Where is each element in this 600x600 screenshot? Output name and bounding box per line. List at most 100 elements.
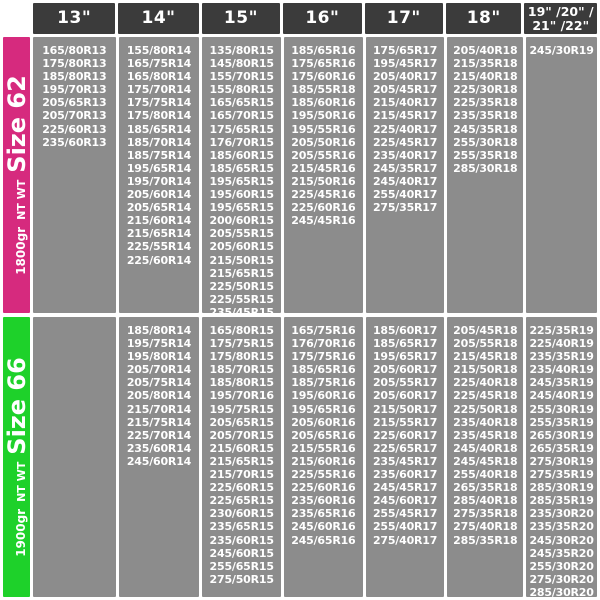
section-ntwt-label: NT WT: [14, 179, 28, 220]
tire-size-entry: 285/30R20: [529, 585, 594, 599]
tire-size-entry: 235/45R17: [372, 454, 438, 468]
tire-size-entry: 235/40R19: [529, 363, 594, 377]
tire-size-entry: 185/65R16: [291, 363, 356, 377]
tire-size-entry: 245/60R17: [372, 494, 438, 508]
tire-size-entry: 255/40R17: [372, 188, 438, 202]
tire-size-entry: 215/40R17: [372, 96, 438, 110]
tire-size-entry: 135/80R15: [209, 44, 274, 57]
data-column-17: 175/65R17 195/45R17 205/40R17 205/45R17 215/…: [365, 37, 445, 313]
tire-size-entry: 215/45R17: [372, 109, 438, 123]
tire-size-entry: 195/65R15: [209, 174, 274, 188]
tire-size-entry: 205/55R17: [372, 376, 438, 390]
tire-size-entry: 185/60R15: [209, 148, 274, 162]
tire-size-entry: 235/35R18: [453, 109, 518, 123]
tire-size-entry: 255/40R18: [453, 468, 518, 482]
tire-size-entry: 205/60R16: [291, 415, 356, 429]
tire-size-entry: 195/65R14: [126, 161, 192, 175]
tire-size-entry: 205/65R16: [291, 428, 356, 442]
data-column-19-20-21-22: 225/35R19 225/40R19 235/35R19 235/40R19 245/…: [526, 317, 597, 599]
section-weight-label: 1900gr: [13, 508, 28, 557]
data-column-18: 205/45R18 205/55R18 215/45R18 215/50R18 225/…: [447, 317, 524, 597]
tire-size-entry: 205/70R15: [209, 428, 274, 442]
tire-size-entry: 195/65R16: [291, 402, 356, 416]
tire-size-entry: 255/35R19: [529, 415, 594, 429]
data-column-15: 135/80R15 145/80R15 155/70R15 155/80R15 165/…: [202, 37, 282, 345]
tire-size-entry: 165/80R13: [42, 44, 107, 57]
tire-size-entry: 225/55R15: [209, 292, 274, 306]
tire-size-entry: 245/30R20: [529, 533, 594, 547]
tire-size-entry: 225/70R14: [126, 428, 192, 442]
tire-size-entry: 205/70R14: [126, 363, 192, 377]
tire-size-entry: 195/65R17: [372, 350, 438, 364]
tire-size-entry: 175/80R14: [126, 109, 192, 123]
tire-size-entry: 155/70R15: [209, 70, 274, 84]
tire-size-entry: 205/60R17: [372, 389, 438, 403]
data-column-18: 205/40R18 215/35R18 215/40R18 225/30R18 225/…: [447, 37, 524, 313]
tire-size-entry: 205/75R14: [126, 376, 192, 390]
tire-size-entry: 155/80R15: [209, 83, 274, 97]
tire-size-entry: 225/60R17: [372, 428, 438, 442]
tire-size-entry: 205/55R15: [209, 227, 274, 241]
column-header-14: 14": [118, 3, 199, 34]
tire-size-entry: 245/45R18: [453, 454, 518, 468]
tire-size-entry: 225/60R16: [291, 201, 356, 215]
tire-size-entry: 185/55R18: [291, 83, 356, 97]
tire-size-entry: 275/50R15: [209, 572, 274, 586]
tire-size-entry: 215/55R17: [372, 415, 438, 429]
tire-size-entry: 255/40R17: [372, 520, 438, 534]
tire-size-entry: 225/60R13: [42, 122, 107, 136]
tire-size-entry: 175/65R17: [372, 44, 438, 57]
tire-size-entry: 235/60R13: [42, 135, 107, 149]
data-column-13: 165/80R13 175/80R13 185/80R13 195/70R13 205/…: [33, 37, 116, 313]
tire-size-entry: 195/70R16: [209, 389, 274, 403]
tire-size-entry: 175/70R14: [126, 83, 192, 97]
data-column-14: 155/80R14 165/75R14 165/80R14 175/70R14 175/…: [118, 37, 200, 313]
data-column-16: 165/75R16 176/70R16 175/75R16 185/65R16 185/…: [284, 317, 363, 597]
tire-size-entry: 245/60R16: [291, 520, 356, 534]
tire-size-entry: 265/30R19: [529, 428, 594, 442]
tire-size-entry: 275/30R19: [529, 454, 594, 468]
section-size-name: Size 66: [3, 357, 30, 455]
tire-size-entry: 275/35R18: [453, 507, 518, 521]
tire-size-entry: 245/40R19: [529, 389, 594, 403]
tire-size-entry: 195/60R16: [291, 389, 356, 403]
tire-size-entry: 205/60R14: [126, 188, 192, 202]
tire-size-entry: 165/75R14: [126, 57, 192, 71]
tire-size-entry: 185/80R14: [126, 324, 192, 337]
tire-size-entry: 225/60R16: [291, 481, 356, 495]
tire-size-entry: 195/75R14: [126, 337, 192, 351]
tire-size-entry: 245/45R16: [291, 214, 356, 228]
column-header-18: 18": [445, 3, 522, 34]
tire-size-entry: 245/35R19: [529, 376, 594, 390]
section-columns: 185/80R14 195/75R14 195/80R14 205/70R14 205/…: [33, 317, 597, 599]
tire-size-entry: 235/35R20: [529, 520, 594, 534]
tire-size-entry: 165/65R15: [209, 96, 274, 110]
column-header-row: 13" 14" 15" 16" 17" 18" 19" /20" / 21" /…: [33, 3, 598, 34]
tire-size-entry: 165/80R14: [126, 70, 192, 84]
data-column-17: 185/60R17 185/65R17 195/65R17 205/60R17 205/…: [365, 317, 445, 597]
tire-size-entry: 245/40R17: [372, 174, 438, 188]
section-size-62: 1800gr NT WT Size 62 165/80R13 175/80R13 1…: [0, 37, 600, 345]
column-header-16: 16": [283, 3, 362, 34]
tire-size-entry: 235/60R17: [372, 468, 438, 482]
tire-size-entry: 215/75R14: [126, 415, 192, 429]
tire-size-entry: 205/40R18: [453, 44, 518, 57]
tire-size-entry: 185/65R15: [209, 161, 274, 175]
tire-size-entry: 205/80R14: [126, 389, 192, 403]
section-weight-label: 1800gr: [13, 226, 28, 275]
tire-size-entry: 235/35R19: [529, 350, 594, 364]
column-header-15: 15": [201, 3, 281, 34]
tire-size-entry: 215/45R16: [291, 161, 356, 175]
tire-size-entry: 245/45R17: [372, 481, 438, 495]
tire-size-entry: 195/70R13: [42, 83, 107, 97]
tire-size-entry: 245/40R18: [453, 441, 518, 455]
tire-size-entry: 215/70R14: [126, 402, 192, 416]
column-header-17: 17": [364, 3, 443, 34]
column-header-13: 13": [33, 3, 116, 34]
data-column-16: 185/65R16 175/65R16 175/60R16 185/55R18 185/…: [284, 37, 363, 313]
tire-size-entry: 205/40R17: [372, 70, 438, 84]
tire-size-entry: 245/35R20: [529, 546, 594, 560]
tire-size-entry: 175/75R14: [126, 96, 192, 110]
tire-size-entry: 255/65R15: [209, 559, 274, 573]
column-header-19-20-21-22: 19" /20" / 21" /22": [524, 3, 598, 34]
